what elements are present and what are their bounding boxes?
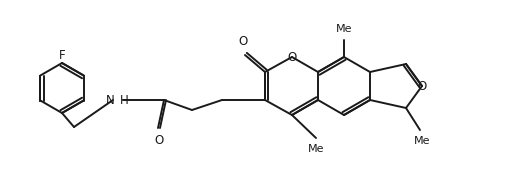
Text: H: H — [120, 94, 129, 106]
Text: Me: Me — [336, 24, 352, 34]
Text: O: O — [287, 51, 297, 63]
Text: F: F — [59, 49, 66, 62]
Text: N: N — [106, 94, 115, 106]
Text: Me: Me — [414, 136, 430, 146]
Text: Me: Me — [308, 144, 324, 154]
Text: O: O — [418, 79, 427, 93]
Text: O: O — [155, 134, 163, 147]
Text: O: O — [238, 35, 248, 48]
